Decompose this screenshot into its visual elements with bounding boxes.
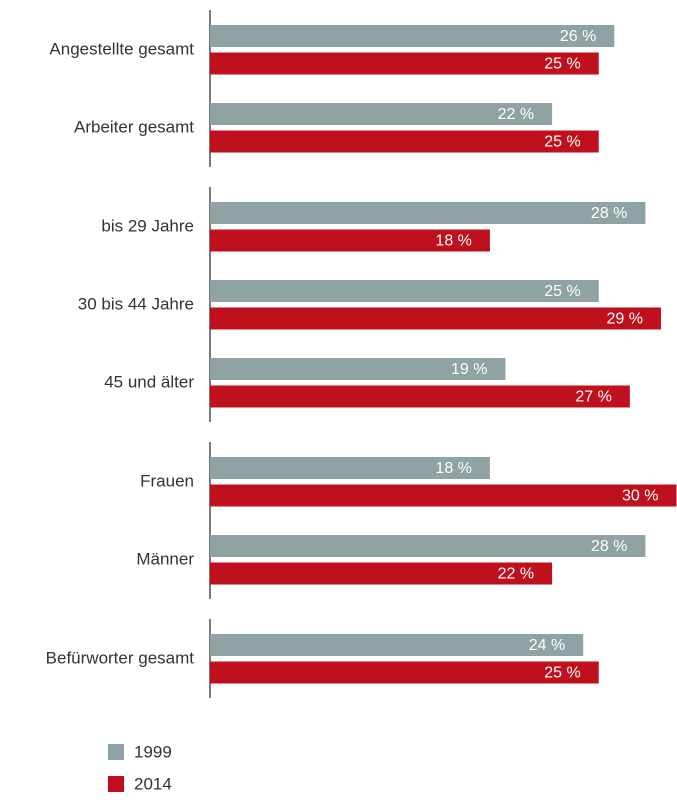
value-label: 25 % — [544, 134, 580, 151]
category-label: 45 und älter — [104, 372, 194, 391]
bar — [210, 562, 553, 585]
value-label: 29 % — [606, 311, 642, 328]
bar — [210, 307, 661, 330]
legend-label: 1999 — [134, 742, 172, 761]
value-label: 18 % — [435, 460, 471, 477]
legend-swatch — [108, 776, 124, 792]
value-label: 24 % — [529, 637, 565, 654]
bar — [210, 358, 506, 380]
value-label: 22 % — [498, 566, 534, 583]
value-label: 18 % — [435, 233, 471, 250]
bar — [210, 634, 584, 656]
category-label: Arbeiter gesamt — [74, 117, 194, 136]
bar — [210, 661, 599, 684]
value-label: 19 % — [451, 361, 487, 378]
category-label: bis 29 Jahre — [101, 216, 194, 235]
bar — [210, 229, 490, 252]
value-label: 25 % — [544, 665, 580, 682]
category-label: Befürworter gesamt — [46, 648, 195, 667]
bar — [210, 130, 599, 153]
bar — [210, 535, 646, 557]
value-label: 25 % — [544, 283, 580, 300]
category-label: 30 bis 44 Jahre — [78, 294, 194, 313]
bar — [210, 103, 553, 125]
value-label: 27 % — [575, 389, 611, 406]
category-label: Angestellte gesamt — [49, 39, 194, 58]
value-label: 28 % — [591, 205, 627, 222]
value-label: 25 % — [544, 56, 580, 73]
value-label: 30 % — [622, 488, 658, 505]
legend-label: 2014 — [134, 774, 172, 793]
bar — [210, 280, 599, 302]
bar — [210, 25, 615, 47]
value-label: 22 % — [498, 106, 534, 123]
bar — [210, 202, 646, 224]
value-label: 26 % — [560, 28, 596, 45]
value-label: 28 % — [591, 538, 627, 555]
legend-swatch — [108, 744, 124, 760]
bar — [210, 52, 599, 75]
bar — [210, 457, 490, 479]
category-label: Männer — [136, 549, 194, 568]
bar — [210, 484, 677, 507]
bar — [210, 385, 630, 408]
category-label: Frauen — [140, 471, 194, 490]
